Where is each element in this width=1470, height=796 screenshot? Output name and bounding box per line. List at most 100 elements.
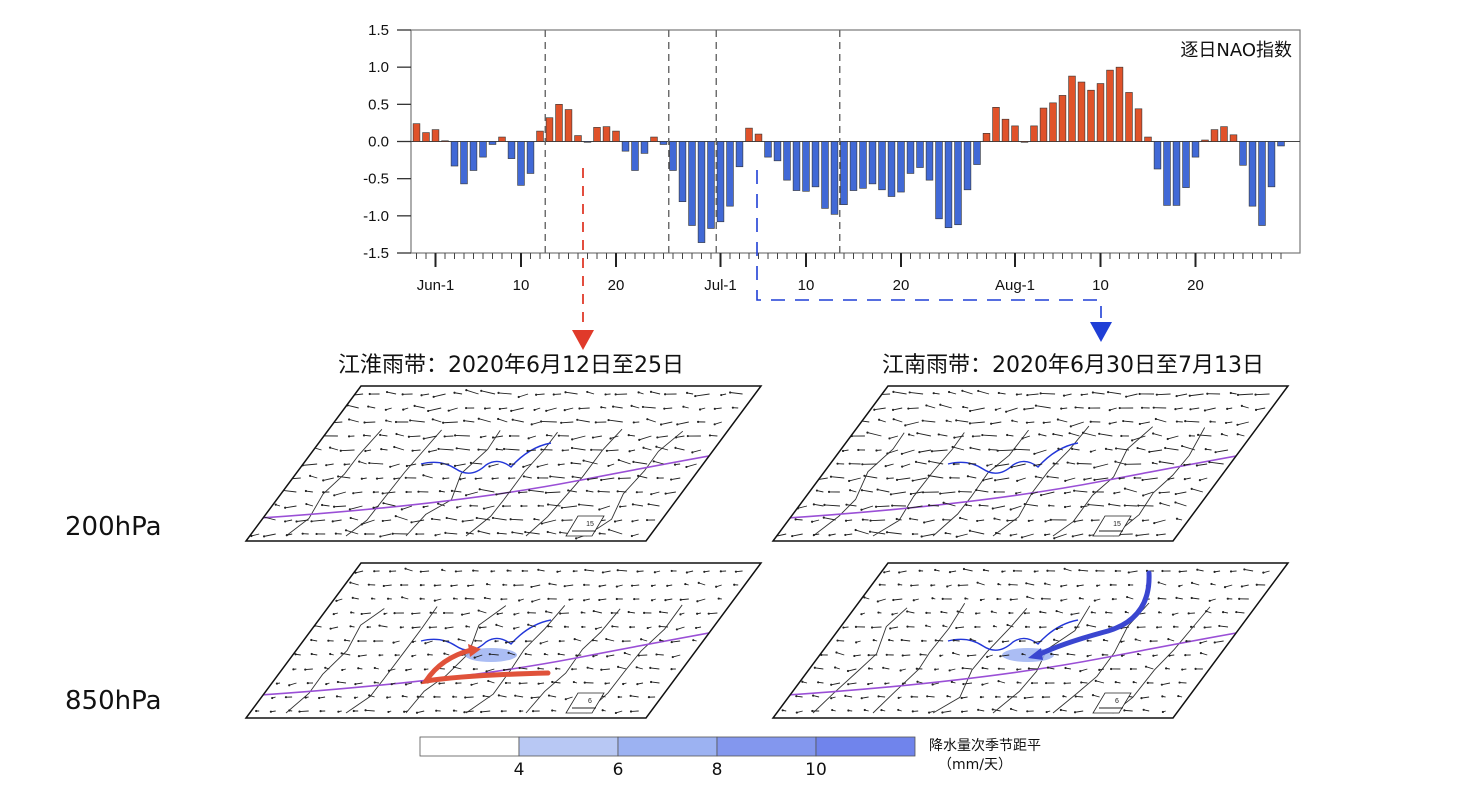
wind-vector xyxy=(365,709,375,712)
wind-vector xyxy=(948,391,957,395)
wind-vector-head xyxy=(1158,611,1161,614)
wind-vector-head xyxy=(1125,395,1128,398)
wind-vector xyxy=(285,505,297,509)
wind-vector-head xyxy=(1226,407,1229,410)
colorbar-segment xyxy=(716,736,817,757)
wind-vector-head xyxy=(623,651,626,655)
wind-vector xyxy=(956,533,968,538)
wind-vector-head xyxy=(1196,568,1199,571)
wind-vector-head xyxy=(641,405,645,409)
map-200hpa-jiangnan: 15 xyxy=(771,385,1290,542)
wind-vector xyxy=(876,505,890,508)
wind-vector xyxy=(671,477,681,481)
wind-vector-head xyxy=(653,571,656,574)
wind-vector xyxy=(1143,491,1154,496)
wind-vector-head xyxy=(474,477,477,480)
wind-vector-head xyxy=(1142,708,1145,711)
wind-vector-head xyxy=(488,653,491,656)
wind-vector xyxy=(1196,463,1208,466)
wind-vector-head xyxy=(465,531,469,534)
wind-vector xyxy=(893,598,903,601)
wind-vector xyxy=(531,421,541,425)
wind-vector-head xyxy=(1114,447,1118,450)
wind-vector-head xyxy=(483,596,487,600)
wind-vector-head xyxy=(855,641,858,644)
wind-vector-head xyxy=(502,668,506,672)
wind-vector-head xyxy=(1015,492,1018,495)
wind-vector-head xyxy=(543,652,546,656)
wind-vector-head xyxy=(993,517,996,520)
wind-vector-head xyxy=(521,569,524,573)
wind-vector-head xyxy=(1221,611,1225,614)
wind-vector-head xyxy=(333,494,336,497)
wind-vector-head xyxy=(1081,431,1085,434)
wind-vector-head xyxy=(600,406,603,409)
wind-vector-head xyxy=(322,479,325,482)
wind-vector-head xyxy=(872,638,875,642)
wind-vector xyxy=(1040,392,1056,395)
wind-vector-head xyxy=(339,449,342,452)
nao-bar xyxy=(621,141,630,152)
wind-vector xyxy=(289,682,297,686)
wind-vector-head xyxy=(849,489,852,492)
wind-vector-head xyxy=(1137,652,1140,656)
wind-vector-head xyxy=(575,537,578,540)
wind-vector-head xyxy=(842,626,845,629)
wind-vector-head xyxy=(604,393,607,396)
wind-vector-head xyxy=(1068,432,1071,435)
wind-vector xyxy=(1236,611,1245,614)
wind-vector xyxy=(909,391,924,395)
wind-vector-head xyxy=(925,624,928,627)
wind-vector-head xyxy=(514,694,517,697)
wind-vector-head xyxy=(527,611,530,614)
wind-vector-head xyxy=(601,709,604,712)
wind-vector xyxy=(288,477,301,480)
wind-vector-head xyxy=(1033,464,1036,467)
nao-bar xyxy=(507,141,516,159)
wind-vector-head xyxy=(502,505,505,508)
wind-vector-head xyxy=(968,462,971,465)
wind-vector-head xyxy=(586,478,590,481)
wind-vector-head xyxy=(454,570,457,573)
wind-vector xyxy=(633,461,648,465)
wind-vector xyxy=(527,449,537,452)
wind-vector-head xyxy=(1123,487,1127,490)
wind-vector-head xyxy=(1057,447,1060,450)
wind-vector-head xyxy=(1155,393,1158,396)
wind-vector xyxy=(1124,488,1137,493)
wind-vector-head xyxy=(658,625,661,628)
wind-vector-head xyxy=(647,696,651,699)
wind-vector-head xyxy=(405,464,408,468)
wind-vector-head xyxy=(460,613,464,616)
nao-bar xyxy=(1030,125,1038,142)
wind-vector xyxy=(1139,421,1150,425)
wind-vector xyxy=(1000,654,1010,657)
coastline xyxy=(932,608,1028,714)
wind-vector xyxy=(446,517,458,521)
wind-vector-head xyxy=(360,612,363,616)
wind-vector xyxy=(498,694,507,698)
wind-vector xyxy=(1154,519,1166,524)
wind-vector-head xyxy=(1177,694,1180,698)
wind-vector-head xyxy=(673,463,677,466)
wind-vector xyxy=(583,460,598,465)
wind-vector xyxy=(692,449,702,453)
wind-vector-head xyxy=(909,492,912,496)
wind-vector-head xyxy=(990,422,993,425)
wind-vector-head xyxy=(1118,477,1121,480)
wind-vector-head xyxy=(545,610,548,613)
wind-vector xyxy=(592,435,602,438)
wind-vector-head xyxy=(870,626,874,629)
wind-vector xyxy=(924,519,935,523)
wind-vector-head xyxy=(907,433,911,436)
wind-vector xyxy=(1165,447,1179,451)
wind-vector-head xyxy=(379,535,382,538)
wind-vector-head xyxy=(891,613,894,616)
wind-vector-head xyxy=(393,612,396,615)
wind-vector-head xyxy=(969,409,972,413)
wind-vector-head xyxy=(729,391,732,394)
wind-vector xyxy=(1191,597,1200,600)
nao-bar xyxy=(830,141,839,215)
wind-vector xyxy=(659,625,669,628)
wind-vector-head xyxy=(812,694,815,697)
